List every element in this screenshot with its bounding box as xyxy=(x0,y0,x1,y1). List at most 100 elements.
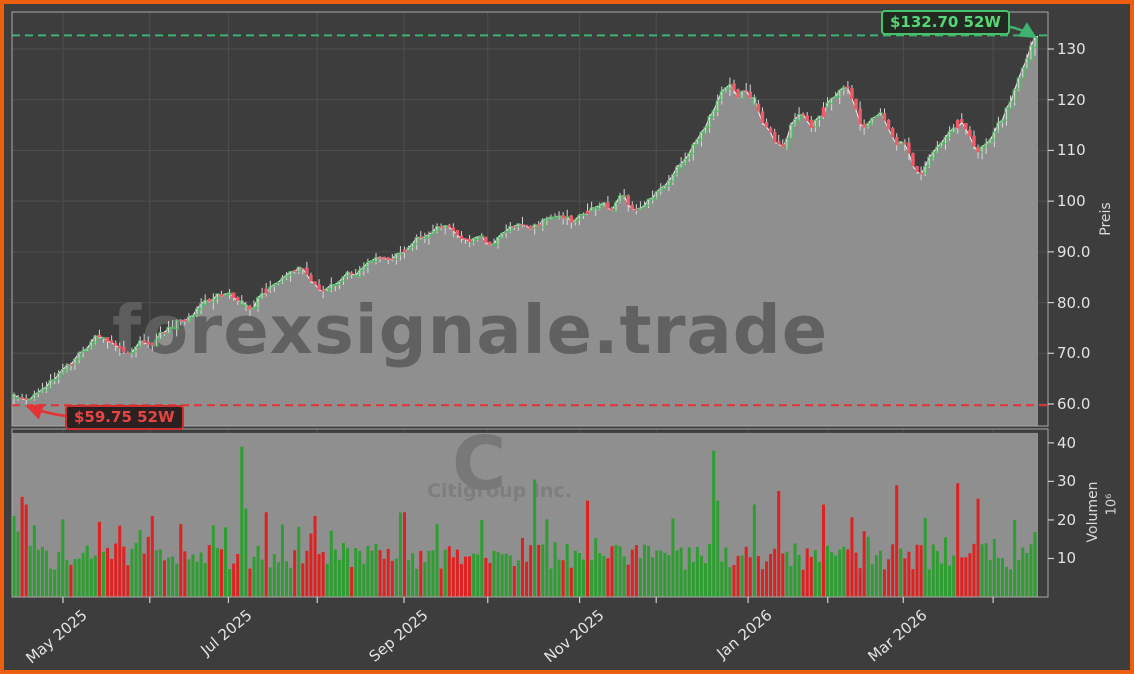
volume-bar xyxy=(968,553,972,597)
volume-bar xyxy=(106,547,110,597)
volume-bar xyxy=(293,550,297,597)
candle-body-down xyxy=(764,122,769,128)
volume-bar xyxy=(464,556,468,597)
candle-body-up xyxy=(797,113,802,121)
candle-body-down xyxy=(105,337,110,342)
candle-body-up xyxy=(703,126,708,134)
volume-bar xyxy=(175,563,179,597)
candle-body-up xyxy=(837,89,842,97)
volume-bar xyxy=(557,559,561,597)
candle-body-down xyxy=(463,238,468,240)
volume-bar xyxy=(573,550,577,597)
candle-body-down xyxy=(162,332,167,334)
candle-body-up xyxy=(479,235,484,238)
volume-bar xyxy=(720,561,724,597)
volume-bar xyxy=(813,550,817,597)
candle-body-down xyxy=(821,107,826,117)
candle-body-down xyxy=(146,342,150,345)
candle-body-up xyxy=(195,308,200,316)
volume-bar xyxy=(553,542,557,597)
volume-bar xyxy=(472,553,476,597)
candle-body-up xyxy=(825,102,830,108)
volume-bar xyxy=(81,552,85,597)
candle-body-down xyxy=(264,288,268,294)
volume-bar xyxy=(699,555,703,597)
candle-body-up xyxy=(369,260,374,263)
candle-body-down xyxy=(976,146,980,153)
candle-body-up xyxy=(670,174,675,183)
volume-bar xyxy=(236,553,240,597)
volume-bar xyxy=(996,557,1000,597)
candle-body-up xyxy=(239,300,244,306)
volume-bar xyxy=(329,530,333,597)
volume-bar xyxy=(911,569,915,597)
candle-body-up xyxy=(540,219,545,228)
volume-bar xyxy=(191,554,195,597)
volume-bar xyxy=(1033,531,1037,597)
candle-body-up xyxy=(740,90,745,99)
volume-bar xyxy=(232,563,236,597)
volume-bar xyxy=(427,550,431,597)
candle-body-up xyxy=(280,277,285,283)
volume-bar xyxy=(826,545,830,597)
volume-bar xyxy=(264,512,268,597)
candle-body-down xyxy=(768,127,773,133)
candle-body-down xyxy=(321,289,325,292)
volume-bar xyxy=(850,517,854,597)
candle-body-up xyxy=(691,144,696,155)
candle-body-up xyxy=(793,119,798,125)
volume-panel-border xyxy=(11,428,1049,598)
candle-body-up xyxy=(711,110,716,118)
volume-bar xyxy=(1029,544,1033,597)
candle-body-up xyxy=(36,391,41,395)
candle-body-up xyxy=(325,287,330,293)
candle-body-down xyxy=(317,284,321,291)
volume-bar xyxy=(419,550,423,597)
candle-body-up xyxy=(1016,77,1021,90)
volume-bar xyxy=(1021,547,1025,597)
candle-body-up xyxy=(170,327,175,330)
volume-bar xyxy=(394,558,398,597)
candle-body-down xyxy=(890,128,895,138)
volume-bar xyxy=(960,557,964,597)
candle-body-down xyxy=(862,123,866,128)
candle-body-up xyxy=(581,213,586,216)
candle-body-up xyxy=(471,237,476,243)
volume-bar xyxy=(752,504,756,597)
candle-body-up xyxy=(406,247,411,251)
candle-body-down xyxy=(736,89,740,98)
volume-bar xyxy=(992,538,996,597)
volume-bar xyxy=(704,563,708,597)
candle-body-down xyxy=(801,113,805,116)
candle-body-up xyxy=(73,358,78,365)
candle-body-up xyxy=(211,298,216,303)
volume-bar xyxy=(716,500,720,597)
candle-body-up xyxy=(101,337,106,340)
candle-body-up xyxy=(414,237,419,245)
candle-body-down xyxy=(488,241,492,245)
candle-body-up xyxy=(251,307,256,310)
volume-bar xyxy=(252,556,256,597)
candle-body-up xyxy=(829,98,834,105)
volume-bar xyxy=(171,556,175,597)
volume-bar xyxy=(65,560,69,597)
volume-bar xyxy=(317,554,321,597)
volume-bar xyxy=(948,565,952,597)
candle-body-down xyxy=(378,257,382,259)
candle-body-up xyxy=(1028,45,1033,61)
volume-bar xyxy=(939,563,943,597)
volume-bar xyxy=(207,545,211,597)
volume-bar xyxy=(683,569,687,597)
volume-bar xyxy=(244,508,248,597)
candle-body-up xyxy=(199,303,204,310)
candle-body-down xyxy=(964,123,968,130)
volume-bar xyxy=(130,548,134,597)
candle-body-up xyxy=(817,115,822,120)
axis-tick-marks xyxy=(62,48,1054,603)
candle-body-down xyxy=(520,224,525,226)
low-52w-annotation: $59.75 52W xyxy=(65,405,184,430)
volume-bar xyxy=(61,519,65,597)
candle-body-down xyxy=(760,111,765,124)
